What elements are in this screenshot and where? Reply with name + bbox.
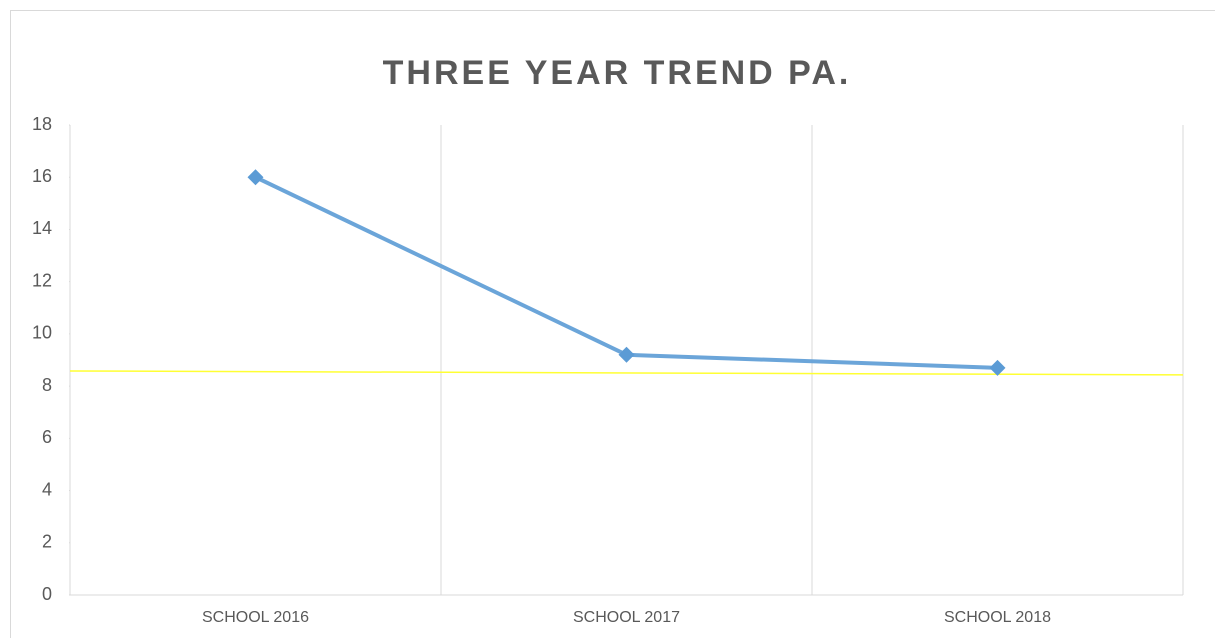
y-tick-label: 4 <box>42 479 52 499</box>
point-marker <box>618 346 635 363</box>
x-tick-label: SCHOOL 2017 <box>573 609 680 626</box>
x-tick-label: SCHOOL 2016 <box>202 609 309 626</box>
y-tick-label: 10 <box>32 323 52 343</box>
point-marker <box>989 359 1006 376</box>
chart-title: THREE YEAR TREND PA. <box>383 54 852 92</box>
y-tick-label: 0 <box>42 584 52 604</box>
chart-border <box>10 10 1215 638</box>
y-tick-label: 12 <box>32 270 52 290</box>
y-tick-label: 8 <box>42 375 52 395</box>
y-tick-label: 14 <box>32 218 52 238</box>
y-tick-label: 16 <box>32 166 52 186</box>
point-marker <box>247 169 264 186</box>
y-tick-label: 18 <box>32 114 52 134</box>
x-tick-label: SCHOOL 2018 <box>944 609 1051 626</box>
y-tick-label: 2 <box>42 532 52 552</box>
y-tick-label: 6 <box>42 427 52 447</box>
